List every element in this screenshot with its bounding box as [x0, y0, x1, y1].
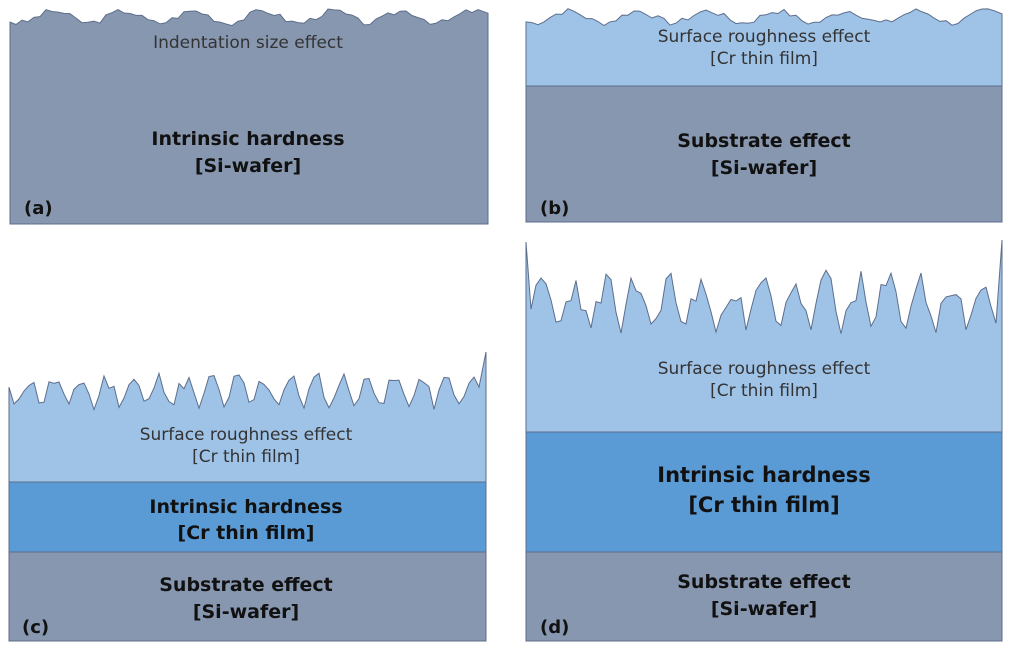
panel-c-hard-line1: Intrinsic hardness	[149, 496, 342, 518]
panel-d-substrate	[525, 551, 1003, 642]
panel-d-hardness-layer	[525, 431, 1003, 553]
panel-d: Surface roughness effect [Cr thin film] …	[525, 239, 1003, 642]
panel-a: Indentation size effect Intrinsic hardne…	[9, 8, 489, 225]
panel-b-film	[525, 8, 1003, 87]
panel-d-hard-line1: Intrinsic hardness	[657, 463, 870, 487]
panel-a-label: (a)	[24, 198, 53, 219]
panel-b: Surface roughness effect [Cr thin film] …	[525, 8, 1003, 223]
panel-d-film	[525, 239, 1003, 433]
panel-d-sub-line2: [Si-wafer]	[711, 598, 817, 620]
panel-a-substrate	[9, 8, 489, 225]
panel-d-film-line2: [Cr thin film]	[710, 381, 818, 401]
panel-d-sub-line1: Substrate effect	[677, 571, 851, 593]
panel-a-main-line2: [Si-wafer]	[195, 155, 301, 177]
panel-b-film-line1: Surface roughness effect	[658, 27, 871, 47]
panel-c-hardness-layer	[8, 481, 487, 553]
panel-b-sub-line1: Substrate effect	[677, 130, 851, 152]
panel-c-film-line2: [Cr thin film]	[192, 447, 300, 467]
panel-d-film-line1: Surface roughness effect	[658, 359, 871, 379]
panel-b-film-line2: [Cr thin film]	[710, 49, 818, 69]
panel-c-sub-line2: [Si-wafer]	[193, 601, 299, 623]
panel-b-substrate	[525, 85, 1003, 223]
panel-c-film-line1: Surface roughness effect	[140, 425, 353, 445]
panel-c-film	[8, 351, 487, 483]
panel-a-top-text: Indentation size effect	[153, 33, 343, 53]
panel-b-label: (b)	[540, 198, 569, 219]
panel-c-label: (c)	[22, 617, 49, 638]
panel-c-substrate	[8, 551, 487, 642]
panel-c: Surface roughness effect [Cr thin film] …	[8, 351, 487, 642]
panel-d-hard-line2: [Cr thin film]	[688, 493, 839, 517]
panel-c-sub-line1: Substrate effect	[159, 574, 333, 596]
panel-c-hard-line2: [Cr thin film]	[178, 522, 315, 544]
panel-d-label: (d)	[540, 617, 569, 638]
panel-a-main-line1: Intrinsic hardness	[151, 128, 344, 150]
panel-b-sub-line2: [Si-wafer]	[711, 157, 817, 179]
